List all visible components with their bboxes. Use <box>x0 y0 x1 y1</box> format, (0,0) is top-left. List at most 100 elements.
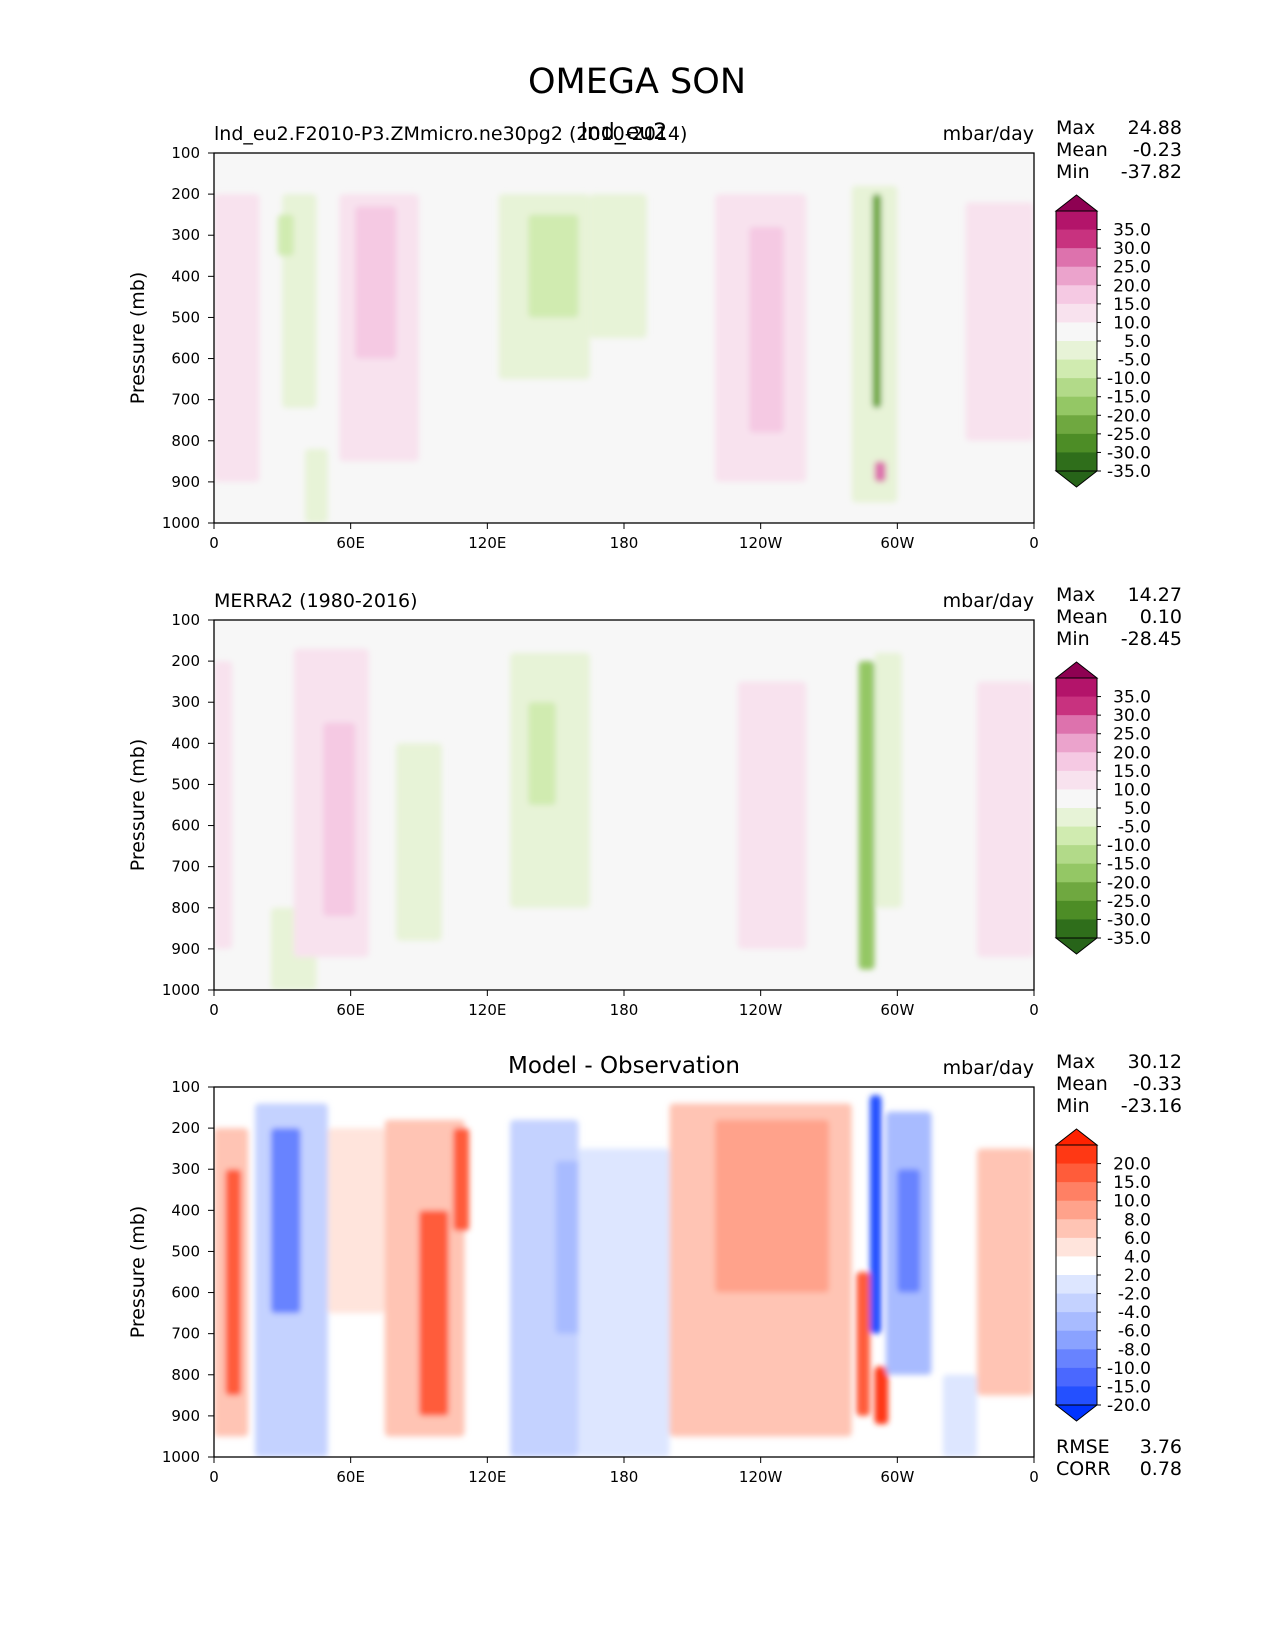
panel-diff: Model - Observation mbar/day Max 30.12 M… <box>127 1051 1182 1486</box>
panel-center-title: lnd_eu2 <box>581 120 668 145</box>
stats-block: Max 30.12 Mean -0.33 Min -23.16 <box>1056 1051 1182 1117</box>
stat-mean-label: Mean <box>1056 1073 1108 1095</box>
stat-min-value: -37.82 <box>1121 161 1182 183</box>
colorbar-bin <box>1056 341 1097 361</box>
x-tick-label: 60W <box>880 1001 914 1019</box>
y-axis-label: Pressure (mb) <box>127 739 149 872</box>
colorbar-tick-label: -25.0 <box>1107 425 1151 445</box>
y-tick-label: 600 <box>171 817 200 835</box>
colorbar-tick-label: 25.0 <box>1113 258 1151 278</box>
contour-region <box>214 661 233 949</box>
colorbar-bin <box>1056 770 1097 790</box>
colorbar-bin <box>1056 433 1097 453</box>
colorbar-bin <box>1056 715 1097 735</box>
colorbar-tick-label: 10.0 <box>1113 313 1151 333</box>
colorbar-extend-min <box>1054 937 1099 955</box>
x-tick-label: 120W <box>739 1468 783 1486</box>
colorbar-tick-label: -5.0 <box>1118 351 1151 371</box>
contour-region <box>872 194 882 408</box>
stat-max-label: Max <box>1056 1051 1095 1073</box>
y-tick-label: 300 <box>171 226 200 244</box>
contour-fill-group <box>214 185 1034 523</box>
y-tick-label: 200 <box>171 185 200 203</box>
contour-region <box>749 227 784 433</box>
stat-mean-label: Mean <box>1056 139 1108 161</box>
contour-region <box>977 1148 1034 1396</box>
colorbar-tick-label: -30.0 <box>1107 910 1151 930</box>
contour-region <box>225 1169 242 1396</box>
colorbar-bin <box>1056 248 1097 268</box>
stat-mean-value: -0.33 <box>1133 1073 1182 1095</box>
stat-max-value: 14.27 <box>1128 584 1182 606</box>
contour-region <box>856 1272 870 1416</box>
y-tick-label: 900 <box>171 940 200 958</box>
stat-min-label: Min <box>1056 628 1090 650</box>
figure-title: OMEGA SON <box>528 62 746 102</box>
colorbar-tick-label: 20.0 <box>1113 276 1151 296</box>
y-tick-label: 800 <box>171 899 200 917</box>
colorbar-tick-label: 6.0 <box>1124 1229 1151 1249</box>
contour-region <box>942 1374 978 1457</box>
y-axis-label: Pressure (mb) <box>127 272 149 405</box>
colorbar-bin <box>1056 845 1097 865</box>
colorbar-tick-label: 15.0 <box>1113 762 1151 782</box>
colorbar-bin <box>1056 396 1097 416</box>
x-tick-label: 0 <box>209 534 219 552</box>
y-tick-label: 700 <box>171 858 200 876</box>
x-tick-label: 120W <box>739 534 783 552</box>
heatmap-plot-area: 100 200 300 400 500 600 700 800 900 1000 0 60E 120E 1… <box>127 611 1039 1019</box>
x-tick-label: 120W <box>739 1001 783 1019</box>
stats-block: Max 24.88 Mean -0.23 Min -37.82 <box>1056 117 1182 183</box>
contour-region <box>977 681 1034 958</box>
colorbar-tick-label: 4.0 <box>1124 1247 1151 1267</box>
x-tick-label: 0 <box>209 1468 219 1486</box>
y-tick-label: 600 <box>171 350 200 368</box>
contour-region <box>270 1128 301 1314</box>
contour-region <box>715 1119 829 1293</box>
colorbar-tick-label: -15.0 <box>1107 1377 1151 1397</box>
colorbar-tick-label: -35.0 <box>1107 929 1151 949</box>
stat-max-label: Max <box>1056 117 1095 139</box>
colorbar-bin <box>1056 900 1097 920</box>
panel-center-title: Model - Observation <box>508 1053 740 1079</box>
contour-region <box>396 743 442 941</box>
y-tick-label: 900 <box>171 1407 200 1425</box>
rmse-value: 3.76 <box>1140 1436 1182 1458</box>
panel-test: lnd_eu2.F2010-P3.ZMmicro.ne30pg2 (2010-2… <box>127 117 1182 552</box>
colorbar-bin <box>1056 1163 1097 1183</box>
colorbar-bin <box>1056 752 1097 772</box>
panel-left-title: lnd_eu2.F2010-P3.ZMmicro.ne30pg2 (2010-2… <box>214 123 687 145</box>
y-tick-label: 700 <box>171 1325 200 1343</box>
panel-units: mbar/day <box>943 590 1034 612</box>
contour-fill-group <box>214 1095 1034 1457</box>
y-tick-label: 1000 <box>162 514 200 532</box>
colorbar-tick-label: -25.0 <box>1107 892 1151 912</box>
colorbar-bin <box>1056 359 1097 379</box>
contour-region <box>965 202 1034 441</box>
panel-left-title: MERRA2 (1980-2016) <box>214 590 418 612</box>
colorbar-bin <box>1056 1145 1097 1165</box>
stat-mean-value: 0.10 <box>1140 606 1182 628</box>
contour-region <box>453 1128 470 1231</box>
colorbar-bin <box>1056 919 1097 939</box>
y-tick-label: 200 <box>171 652 200 670</box>
corr-value: 0.78 <box>1140 1458 1182 1480</box>
contour-region <box>858 661 875 970</box>
colorbar-bin <box>1056 266 1097 286</box>
colorbar-tick-label: -20.0 <box>1107 873 1151 893</box>
colorbar-extend-min <box>1054 470 1099 488</box>
contour-region <box>528 214 579 318</box>
stat-max-value: 24.88 <box>1128 117 1182 139</box>
colorbar-bin <box>1056 1219 1097 1239</box>
x-tick-label: 180 <box>610 534 639 552</box>
y-tick-label: 1000 <box>162 1448 200 1466</box>
panel-ref: MERRA2 (1980-2016) mbar/day Max 14.27 Me… <box>127 584 1182 1019</box>
colorbar-bin <box>1056 229 1097 249</box>
contour-region <box>214 194 260 482</box>
stat-min-label: Min <box>1056 161 1090 183</box>
colorbar-tick-label: 30.0 <box>1113 706 1151 726</box>
heatmap-plot-area: 100 200 300 400 500 600 700 800 900 1000 0 60E 120E 1… <box>127 1078 1039 1486</box>
colorbar-extend-max <box>1054 661 1099 679</box>
colorbar-tick-label: 8.0 <box>1124 1210 1151 1230</box>
colorbar-tick-label: 20.0 <box>1113 1155 1151 1175</box>
